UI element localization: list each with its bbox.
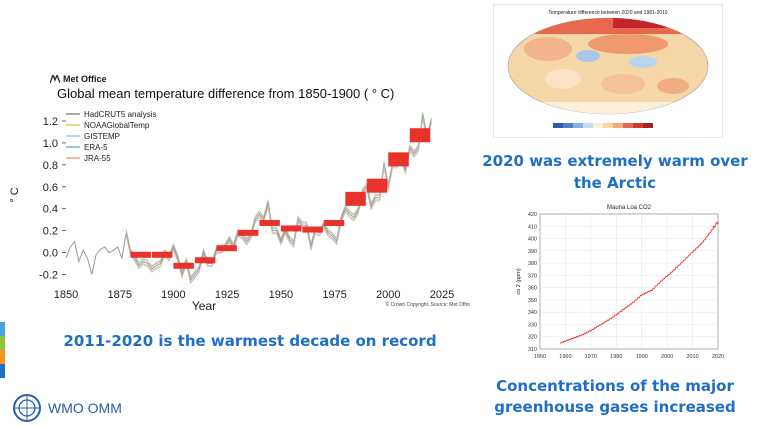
series-gistemp-line	[125, 118, 432, 285]
co2-y-axis-label: co 2 (ppm)	[516, 268, 522, 294]
accent-stripe	[0, 364, 5, 378]
legend-label: GISTEMP	[84, 132, 120, 141]
wmo-emblem-icon	[13, 394, 41, 422]
decadal-mean-bar	[173, 262, 194, 269]
legend-label: ERA-5	[84, 143, 108, 152]
decadal-mean-bar	[388, 152, 409, 167]
co2-series-line	[559, 221, 719, 344]
met-office-logo: Met Office	[50, 74, 107, 84]
y-tick-label: 1.2	[43, 116, 58, 128]
co2-x-tick-label: 1950	[534, 354, 546, 360]
decadal-mean-bar	[259, 219, 280, 226]
x-axis-label: Year	[192, 299, 216, 313]
decadal-mean-bar	[302, 226, 323, 233]
series-hadcrut5-line	[65, 115, 432, 282]
warmest-decade-caption: 2011-2020 is the warmest decade on recor…	[63, 332, 437, 350]
co2-plot-frame	[539, 213, 719, 350]
co2-x-tick-label: 2000	[661, 354, 673, 360]
co2-y-tick-label: 400	[528, 237, 537, 243]
y-tick-label: 0.6	[43, 182, 58, 194]
legend-label: JRA-55	[84, 154, 111, 163]
x-tick-label: 1975	[322, 289, 346, 301]
map-title: Temperature difference between 2020 and …	[548, 10, 667, 16]
co2-y-tick-label: 310	[528, 347, 537, 353]
x-tick-label: 1950	[269, 289, 293, 301]
co2-y-tick-label: 340	[528, 310, 537, 316]
temperature-chart-title: Global mean temperature difference from …	[57, 86, 395, 101]
met-office-logo-text: Met Office	[63, 74, 107, 84]
y-tick-label: -0.2	[39, 270, 58, 282]
x-tick-label: 1850	[54, 289, 78, 301]
co2-y-tick-label: 360	[528, 286, 537, 292]
y-tick-label: 0.8	[43, 160, 58, 172]
decadal-mean-bar	[323, 219, 345, 226]
co2-x-tick-label: 1970	[585, 354, 597, 360]
decadal-mean-bar	[409, 128, 431, 143]
wmo-logo: WMO OMM	[12, 393, 122, 423]
co2-y-tick-label: 350	[528, 298, 537, 304]
accent-stripe	[0, 322, 5, 336]
co2-y-tick-label: 320	[528, 335, 537, 341]
decadal-mean-bar	[151, 251, 173, 258]
series-jra55-line	[125, 117, 432, 284]
legend-label: NOAAGlobalTemp	[84, 121, 150, 130]
x-tick-label: 2025	[430, 289, 454, 301]
x-tick-label: 2000	[376, 289, 400, 301]
co2-chart: 310 320 330 340 350 360 370 380 390 400 410 420 1950…	[516, 205, 724, 360]
x-tick-label: 1925	[215, 289, 239, 301]
decadal-mean-bar	[345, 191, 366, 206]
co2-x-tick-label: 1980	[610, 354, 622, 360]
co2-x-tick-label: 1990	[636, 354, 648, 360]
met-office-logo-icon	[50, 75, 60, 83]
chart-copyright: © Crown Copyright. Source: Met Office	[386, 301, 470, 308]
temperature-chart: -0.2 0.0 0.2 0.4 0.6 0.8 1.0 1.2 1850 1875 1900 192…	[9, 110, 470, 313]
decadal-mean-bar	[366, 178, 388, 193]
co2-y-tick-label: 420	[528, 212, 537, 218]
y-tick-label: 1.0	[43, 138, 58, 150]
co2-x-tick-label: 2020	[712, 354, 724, 360]
co2-y-tick-label: 330	[528, 322, 537, 328]
x-tick-label: 1900	[161, 289, 185, 301]
accent-stripe	[0, 336, 5, 350]
accent-stripe	[0, 350, 5, 364]
legend-label: HadCRUT5 analysis	[84, 110, 156, 119]
decadal-mean-bar	[130, 251, 151, 258]
co2-y-tick-label: 370	[528, 273, 537, 279]
y-axis-label: ° C	[9, 187, 21, 202]
wmo-org-label: WMO OMM	[48, 400, 122, 416]
co2-y-tick-label: 380	[528, 261, 537, 267]
co2-x-tick-label: 2010	[686, 354, 698, 360]
arctic-caption: 2020 was extremely warm over the Arctic	[482, 152, 748, 192]
decadal-mean-bar	[237, 229, 259, 236]
x-tick-label: 1875	[107, 289, 131, 301]
y-tick-label: 0.0	[43, 248, 58, 260]
y-tick-label: 0.4	[43, 204, 58, 216]
greenhouse-caption: Concentrations of the major greenhouse g…	[494, 377, 736, 416]
co2-x-tick-label: 1960	[559, 354, 571, 360]
arctic-anomaly-map: Temperature difference between 2020 and …	[493, 4, 723, 138]
decadal-mean-bar	[194, 257, 216, 264]
co2-y-tick-label: 390	[528, 249, 537, 255]
decadal-mean-bar	[280, 225, 302, 232]
y-tick-label: 0.2	[43, 226, 58, 238]
map-colorbar	[553, 123, 653, 128]
co2-chart-title: Mauna Loa CO2	[607, 205, 652, 211]
decadal-mean-bar	[216, 245, 237, 252]
co2-y-tick-label: 410	[528, 224, 537, 230]
